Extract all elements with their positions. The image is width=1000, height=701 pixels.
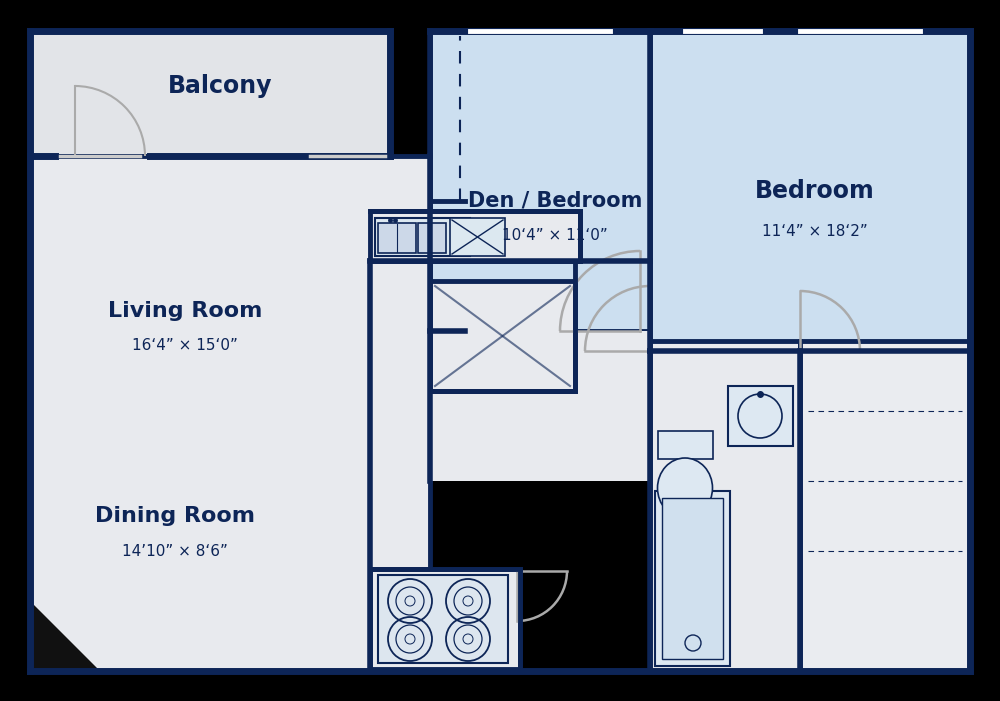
Text: Dining Room: Dining Room <box>95 506 255 526</box>
Bar <box>800 341 970 671</box>
Bar <box>650 31 970 351</box>
Bar <box>658 431 713 459</box>
Bar <box>655 491 730 666</box>
Bar <box>418 223 446 253</box>
Text: 14’10” × 8‘6”: 14’10” × 8‘6” <box>122 543 228 559</box>
Text: Den / Bedroom: Den / Bedroom <box>468 191 642 211</box>
Bar <box>370 569 520 669</box>
Bar <box>650 341 800 671</box>
Bar <box>728 386 793 446</box>
Bar <box>30 156 430 671</box>
Bar <box>430 331 650 481</box>
Text: Balcony: Balcony <box>168 74 272 98</box>
Text: Living Room: Living Room <box>108 301 262 321</box>
Bar <box>30 31 390 156</box>
Bar <box>375 218 470 256</box>
Ellipse shape <box>658 458 712 518</box>
Bar <box>430 31 650 331</box>
Text: 16‘4” × 15‘0”: 16‘4” × 15‘0” <box>132 339 238 353</box>
Text: Bedroom: Bedroom <box>755 179 875 203</box>
Text: 10‘4” × 11‘0”: 10‘4” × 11‘0” <box>502 229 608 243</box>
Bar <box>662 498 723 659</box>
Bar <box>430 281 575 391</box>
Bar <box>450 218 505 256</box>
Bar <box>378 575 508 663</box>
Polygon shape <box>30 601 100 671</box>
Bar <box>370 211 580 261</box>
Bar <box>378 223 416 253</box>
Text: 11‘4” × 18‘2”: 11‘4” × 18‘2” <box>762 224 868 238</box>
